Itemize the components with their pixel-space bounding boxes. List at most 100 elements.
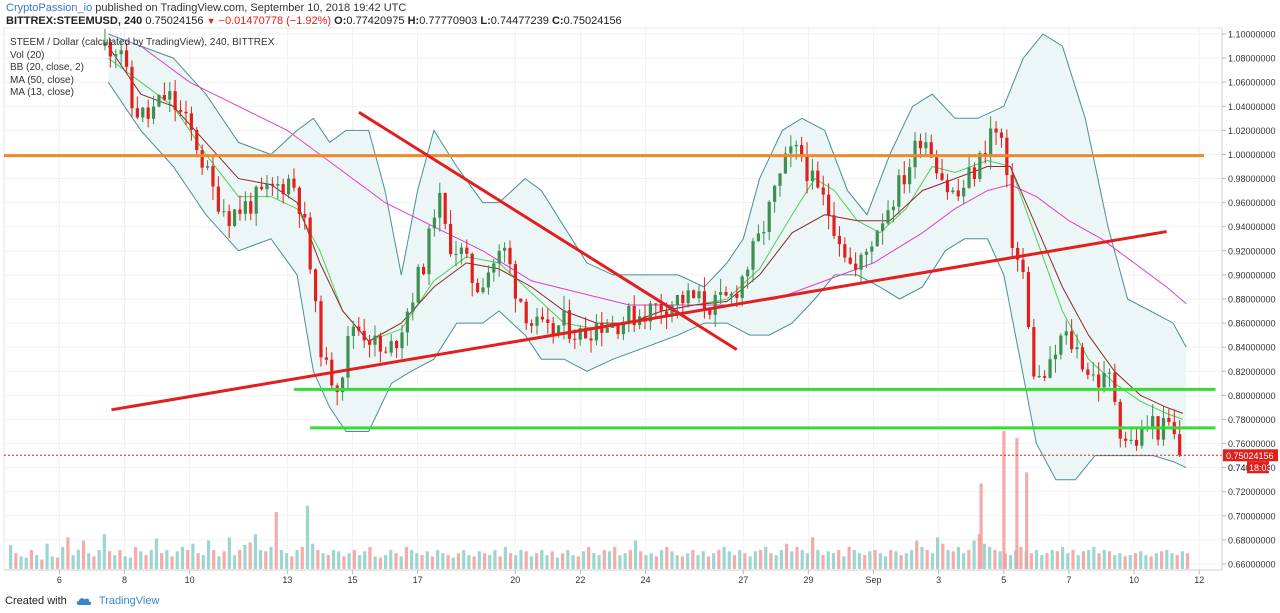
volume-bar bbox=[1113, 555, 1117, 569]
y-tick-label: 0.78000000 bbox=[1228, 415, 1276, 425]
candle-body bbox=[578, 328, 582, 340]
candle-body bbox=[108, 42, 112, 57]
volume-bar bbox=[701, 551, 705, 569]
volume-bar bbox=[1040, 555, 1044, 569]
volume-bar bbox=[571, 555, 575, 569]
volume-bar bbox=[706, 556, 711, 569]
volume-bar bbox=[821, 555, 825, 569]
candle-body bbox=[265, 183, 269, 190]
volume-bar bbox=[290, 556, 294, 569]
candle-body bbox=[367, 340, 372, 345]
volume-bar bbox=[878, 553, 882, 569]
volume-bar bbox=[357, 555, 362, 569]
volume-bar bbox=[1045, 553, 1049, 569]
candle-body bbox=[929, 142, 933, 158]
volume-bar bbox=[326, 555, 330, 569]
volume-bar bbox=[508, 553, 513, 569]
candle-body bbox=[1010, 175, 1014, 248]
volume-bar bbox=[717, 550, 721, 569]
candle-body bbox=[189, 113, 193, 130]
volume-bar bbox=[347, 553, 351, 569]
tradingview-brand[interactable]: TradingView bbox=[98, 595, 160, 607]
volume-bar bbox=[206, 540, 211, 569]
volume-bar bbox=[956, 546, 961, 569]
candle-body bbox=[448, 223, 453, 255]
candle-body bbox=[1151, 416, 1155, 428]
volume-bar bbox=[1144, 555, 1148, 569]
candle-body bbox=[270, 183, 274, 186]
volume-bar bbox=[35, 555, 39, 569]
volume-bar bbox=[238, 550, 242, 569]
candle-body bbox=[562, 310, 566, 326]
x-tick-label: 10 bbox=[1129, 575, 1139, 585]
symbol-name: BITTREX:STEEMUSD, 240 bbox=[6, 15, 143, 27]
volume-bar bbox=[727, 551, 731, 569]
last-price-tag bbox=[1223, 449, 1278, 462]
volume-bar bbox=[1071, 550, 1075, 569]
volume-bar bbox=[295, 550, 299, 569]
author-link[interactable]: CryptoPassion_io bbox=[6, 2, 93, 14]
volume-bar bbox=[784, 543, 789, 569]
volume-bar bbox=[107, 551, 112, 569]
volume-bar bbox=[269, 546, 273, 569]
published-text: published on TradingView.com, September … bbox=[95, 2, 407, 14]
candle-body bbox=[778, 173, 782, 186]
candle-body bbox=[821, 187, 825, 195]
volume-bar bbox=[97, 550, 101, 569]
volume-bar bbox=[76, 550, 80, 569]
volume-bar bbox=[102, 534, 106, 569]
candle-body bbox=[686, 290, 690, 304]
candle-body bbox=[470, 253, 474, 283]
volume-bar bbox=[1107, 551, 1112, 569]
y-tick-label: 0.96000000 bbox=[1228, 198, 1276, 208]
bb-upper-line bbox=[108, 33, 1187, 348]
volume-bar bbox=[1087, 550, 1091, 569]
candle-body bbox=[1037, 376, 1041, 378]
candle-body bbox=[908, 167, 912, 185]
candle-body bbox=[951, 190, 955, 193]
volume-bar bbox=[368, 546, 372, 569]
volume-bar bbox=[805, 553, 810, 569]
volume-bar bbox=[191, 543, 195, 569]
candle-body bbox=[465, 247, 469, 254]
candle-body bbox=[529, 323, 534, 326]
volume-bar bbox=[524, 551, 528, 569]
candle-body bbox=[810, 170, 815, 182]
y-tick-label: 0.90000000 bbox=[1228, 270, 1276, 280]
volume-bar bbox=[904, 553, 908, 569]
volume-bar bbox=[1050, 550, 1054, 569]
candle-body bbox=[924, 142, 928, 149]
volume-bar bbox=[519, 550, 523, 569]
candle-body bbox=[1124, 438, 1128, 441]
volume-bar bbox=[503, 546, 507, 569]
candle-body bbox=[443, 192, 447, 224]
candle-body bbox=[719, 291, 723, 295]
candle-body bbox=[762, 231, 766, 234]
volume-bar bbox=[691, 550, 695, 569]
volume-bar bbox=[514, 555, 518, 569]
candle-body bbox=[654, 303, 658, 305]
volume-bar bbox=[873, 550, 877, 569]
volume-bar bbox=[337, 551, 341, 569]
candle-body bbox=[438, 192, 442, 218]
candle-body bbox=[1064, 331, 1068, 336]
volume-bar bbox=[738, 550, 742, 569]
volume-bar bbox=[9, 544, 13, 569]
y-tick-label: 0.70000000 bbox=[1228, 511, 1276, 521]
candle-body bbox=[427, 228, 431, 275]
high-value: 0.77770903 bbox=[419, 15, 478, 27]
volume-bar bbox=[566, 550, 570, 569]
candle-body bbox=[697, 291, 701, 299]
volume-bar bbox=[19, 556, 23, 569]
footer: Created with TradingView bbox=[5, 595, 159, 607]
candle-body bbox=[178, 109, 183, 112]
volume-bar bbox=[123, 556, 127, 569]
volume-bar bbox=[373, 556, 377, 569]
candle-body bbox=[281, 184, 285, 195]
y-tick-label: 1.08000000 bbox=[1228, 54, 1276, 64]
candle-body bbox=[540, 316, 545, 320]
volume-bar bbox=[722, 546, 726, 569]
volume-bar bbox=[1019, 546, 1023, 569]
volume-bar bbox=[493, 550, 497, 569]
